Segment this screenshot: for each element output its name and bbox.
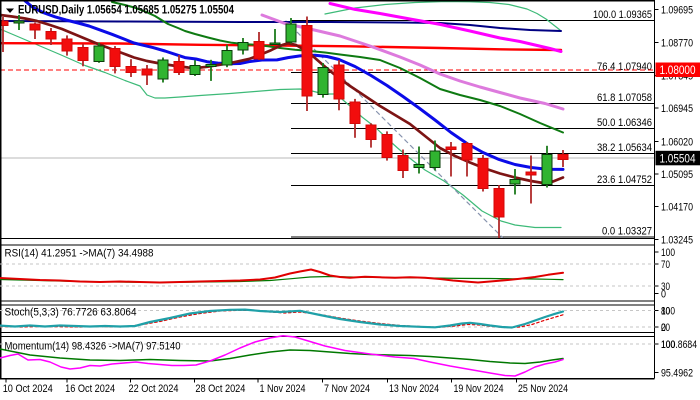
- svg-text:1.03245: 1.03245: [661, 234, 693, 246]
- svg-text:20: 20: [661, 322, 670, 334]
- svg-text:1.04170: 1.04170: [661, 202, 693, 214]
- svg-text:1 Nov 2024: 1 Nov 2024: [260, 383, 306, 395]
- svg-text:100: 100: [661, 306, 675, 318]
- svg-text:100: 100: [661, 339, 675, 351]
- svg-text:38.2 1.05634: 38.2 1.05634: [597, 142, 652, 154]
- svg-text:EURUSD,Daily 1.05654 1.05685: EURUSD,Daily 1.05654 1.05685 1.05275 1.0…: [18, 4, 234, 16]
- svg-text:0.0 1.03327: 0.0 1.03327: [602, 226, 652, 238]
- svg-text:Momentum(14) 98.4326 ->MA(7): Momentum(14) 98.4326 ->MA(7) 97.5140: [5, 340, 181, 352]
- svg-text:25 Nov 2024: 25 Nov 2024: [518, 383, 568, 395]
- svg-text:1.05095: 1.05095: [661, 169, 693, 181]
- svg-text:1.06020: 1.06020: [661, 136, 693, 148]
- svg-text:50.0 1.06346: 50.0 1.06346: [597, 117, 652, 129]
- svg-text:61.8 1.07058: 61.8 1.07058: [597, 92, 652, 104]
- svg-text:RSI(14) 41.2951 ->MA(7) 34.49: RSI(14) 41.2951 ->MA(7) 34.4988: [5, 248, 154, 260]
- svg-text:13 Nov 2024: 13 Nov 2024: [389, 383, 439, 395]
- svg-text:76.4 1.07940: 76.4 1.07940: [597, 61, 652, 73]
- svg-text:1.06945: 1.06945: [661, 103, 693, 115]
- svg-text:7 Nov 2024: 7 Nov 2024: [324, 383, 370, 395]
- svg-text:16 Oct 2024: 16 Oct 2024: [65, 383, 115, 395]
- svg-text:Stoch(5,3,3) 76.7726 63.8064: Stoch(5,3,3) 76.7726 63.8064: [5, 307, 137, 319]
- svg-text:95.4962: 95.4962: [661, 368, 693, 380]
- svg-text:30: 30: [661, 281, 670, 293]
- svg-text:80: 80: [661, 306, 670, 318]
- svg-text:1.05504: 1.05504: [660, 153, 697, 165]
- svg-text:19 Nov 2024: 19 Nov 2024: [454, 383, 504, 395]
- svg-text:22 Oct 2024: 22 Oct 2024: [129, 383, 179, 395]
- svg-text:0: 0: [661, 289, 666, 301]
- svg-text:100.0 1.09365: 100.0 1.09365: [593, 9, 652, 21]
- svg-text:100.8684: 100.8684: [661, 339, 697, 351]
- svg-text:1.08000: 1.08000: [660, 65, 696, 77]
- svg-text:100: 100: [661, 247, 675, 259]
- svg-text:10 Oct 2024: 10 Oct 2024: [3, 383, 53, 395]
- svg-text:23.6 1.04752: 23.6 1.04752: [597, 174, 652, 186]
- svg-text:1.09695: 1.09695: [661, 5, 693, 17]
- svg-text:1.08770: 1.08770: [661, 38, 693, 50]
- svg-text:0: 0: [661, 322, 666, 334]
- svg-text:70: 70: [661, 259, 670, 271]
- svg-text:28 Oct 2024: 28 Oct 2024: [195, 383, 245, 395]
